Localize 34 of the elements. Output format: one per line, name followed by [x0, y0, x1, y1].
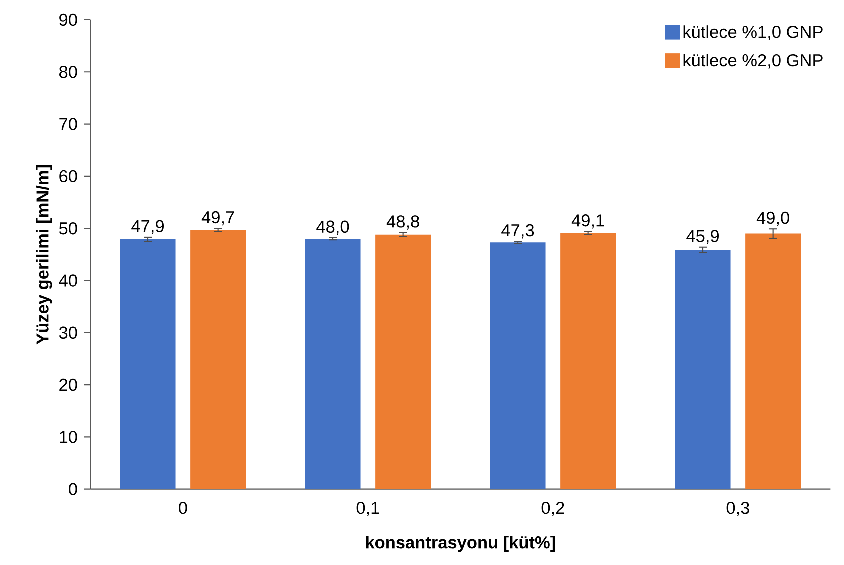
legend-label: kütlece %1,0 GNP — [684, 25, 823, 40]
y-tick-label: 30 — [59, 326, 78, 339]
bar — [560, 233, 616, 490]
legend-label: kütlece %2,0 GNP — [684, 54, 823, 69]
y-tick-label: 20 — [60, 378, 78, 391]
y-tick-label: 70 — [60, 118, 78, 130]
x-tick-label: 0,2 — [542, 502, 564, 516]
bar — [675, 250, 731, 490]
bar — [746, 234, 802, 490]
y-tick-label: 0 — [69, 483, 78, 496]
bar — [305, 238, 361, 490]
data-label: 48,8 — [386, 215, 420, 230]
bar — [190, 230, 246, 490]
y-tick-label: 40 — [59, 274, 78, 287]
x-tick-label: 0,1 — [356, 502, 380, 516]
data-label: 49,1 — [572, 214, 604, 229]
data-label: 49,0 — [756, 212, 790, 226]
y-tick-label: 80 — [60, 66, 78, 78]
x-tick-label: 0 — [179, 502, 188, 514]
bar — [120, 239, 176, 490]
y-tick-label: 50 — [59, 222, 78, 235]
data-label: 47,3 — [502, 224, 534, 239]
data-label: 49,7 — [202, 211, 234, 226]
y-tick-label: 10 — [60, 430, 78, 444]
x-tick-label: 0,3 — [726, 502, 750, 516]
y-tick-label: 90 — [60, 14, 78, 26]
data-label: 48,0 — [316, 220, 350, 235]
data-label: 47,9 — [132, 220, 164, 234]
bar — [376, 234, 432, 490]
bar — [490, 242, 546, 490]
y-tick-label: 60 — [60, 170, 78, 182]
y-axis-title: Yüzey gerilimi [mN/m] — [36, 165, 52, 344]
data-label: 45,9 — [686, 230, 720, 244]
x-axis-title: konsantrasyonu [küt%] — [366, 536, 556, 552]
